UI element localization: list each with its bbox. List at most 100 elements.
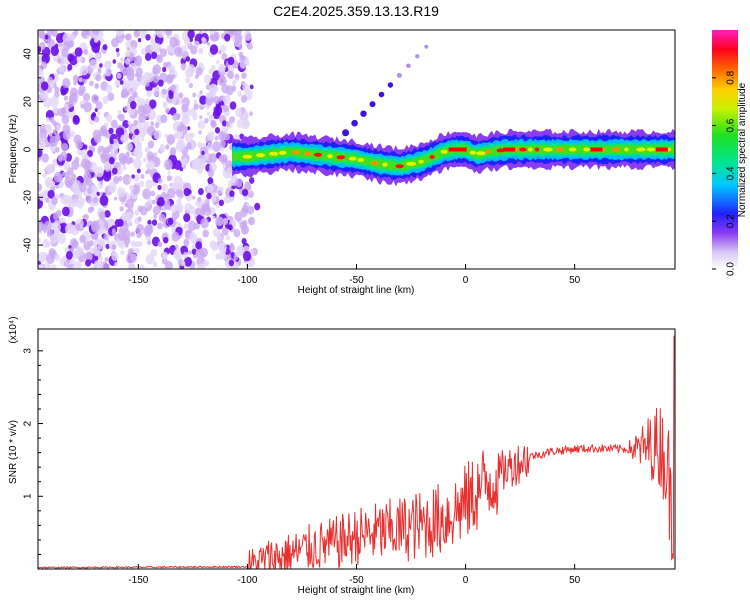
ridge-hotspot xyxy=(327,154,333,159)
noise-blob xyxy=(241,204,249,213)
noise-blob xyxy=(103,161,111,171)
noise-blob xyxy=(199,115,203,120)
noise-blob xyxy=(56,174,64,182)
noise-blob xyxy=(50,264,57,269)
noise-blob xyxy=(77,200,84,209)
noise-blob xyxy=(94,260,100,268)
noise-blob xyxy=(126,66,131,72)
noise-blob xyxy=(139,180,145,188)
noise-blob xyxy=(133,158,142,170)
noise-blob xyxy=(170,182,176,189)
noise-blob xyxy=(99,63,103,68)
noise-blob xyxy=(46,163,55,174)
noise-blob xyxy=(249,111,253,117)
ridge-hotspot xyxy=(255,153,266,158)
noise-blob xyxy=(227,56,235,66)
noise-blob xyxy=(187,30,195,39)
noise-blob xyxy=(129,184,135,192)
noise-blob xyxy=(188,250,192,256)
noise-blob xyxy=(89,206,95,212)
noise-blob xyxy=(147,240,152,246)
snr-series-line xyxy=(38,335,675,569)
noise-blob xyxy=(69,33,76,41)
ridge-hotspot xyxy=(583,147,590,152)
noise-blob xyxy=(85,195,93,204)
noise-blob xyxy=(61,142,69,152)
noise-blob xyxy=(38,237,42,243)
noise-blob xyxy=(200,217,209,229)
noise-blob xyxy=(78,88,84,97)
noise-blob xyxy=(122,120,130,129)
noise-blob xyxy=(81,158,90,169)
ridge-hotspot xyxy=(568,147,577,152)
noise-blob xyxy=(239,60,247,69)
noise-blob xyxy=(136,144,142,152)
noise-blob xyxy=(184,256,192,267)
noise-blob xyxy=(161,205,166,212)
noise-blob xyxy=(57,233,66,244)
noise-blob xyxy=(165,107,170,114)
noise-blob xyxy=(83,101,92,113)
colorbar-tick-label: 0.0 xyxy=(726,262,737,276)
noise-blob xyxy=(197,120,206,130)
ridge-band-green xyxy=(232,144,675,171)
noise-blob xyxy=(38,67,44,78)
noise-blob xyxy=(69,201,73,207)
noise-blob xyxy=(139,264,145,269)
y-tick-label: 3 xyxy=(23,348,34,354)
noise-blob xyxy=(152,205,161,216)
noise-blob xyxy=(134,209,140,216)
noise-blob xyxy=(89,80,94,87)
noise-blob xyxy=(183,223,189,230)
noise-blob xyxy=(70,173,77,181)
noise-blob xyxy=(166,175,172,182)
noise-blob xyxy=(225,235,231,241)
noise-blob xyxy=(95,166,104,178)
noise-blob xyxy=(207,169,215,178)
noise-blob xyxy=(248,216,256,226)
noise-blob xyxy=(110,147,119,157)
ridge-hotspot xyxy=(469,150,476,155)
noise-blob xyxy=(127,262,136,269)
noise-blob xyxy=(127,177,132,182)
noise-blob xyxy=(145,179,153,189)
noise-blob xyxy=(49,80,56,88)
noise-blob xyxy=(233,254,238,261)
noise-blob xyxy=(62,32,71,44)
noise-blob xyxy=(214,135,219,141)
noise-blob xyxy=(146,168,151,174)
noise-blob xyxy=(190,45,198,55)
noise-blob xyxy=(147,125,156,136)
noise-blob xyxy=(92,196,99,204)
noise-blob xyxy=(172,113,179,121)
noise-blob xyxy=(73,30,79,36)
noise-blob xyxy=(209,83,218,95)
noise-blob xyxy=(158,213,166,222)
noise-blob xyxy=(150,249,157,257)
noise-blob xyxy=(72,265,76,269)
x-tick-label: -50 xyxy=(349,275,364,286)
noise-blob xyxy=(238,45,243,50)
noise-blob xyxy=(97,111,101,116)
noise-blob xyxy=(119,80,124,85)
noise-blob xyxy=(89,59,98,70)
noise-blob xyxy=(117,62,123,69)
noise-blob xyxy=(134,128,140,136)
noise-blob xyxy=(131,133,141,145)
noise-blob xyxy=(117,114,121,120)
noise-blob xyxy=(187,64,196,74)
noise-blob xyxy=(59,46,63,51)
ridge-hotspot xyxy=(303,151,312,156)
noise-blob xyxy=(104,210,111,218)
noise-blob xyxy=(42,172,47,178)
noise-blob xyxy=(109,139,114,145)
noise-blob xyxy=(234,211,243,222)
noise-blob xyxy=(62,40,71,51)
noise-blob xyxy=(194,222,200,230)
noise-blob xyxy=(63,199,68,206)
spectrogram-x-ticks: -150 -100 -50 0 50 xyxy=(128,264,581,286)
noise-blob xyxy=(86,35,90,40)
noise-blob xyxy=(62,130,71,141)
noise-blob xyxy=(47,189,55,199)
noise-blob xyxy=(237,91,243,97)
